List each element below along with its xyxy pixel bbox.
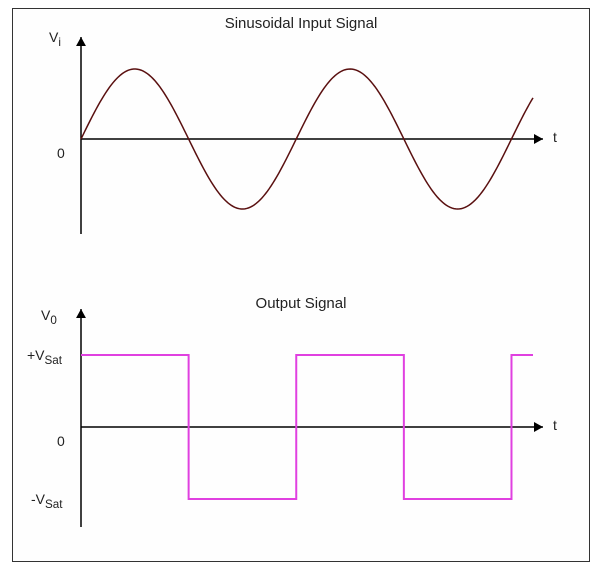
diagram-frame: Sinusoidal Input Signal Vi 0 t Output Si… [12,8,590,562]
output-svg [13,279,589,559]
input-svg [13,9,589,269]
